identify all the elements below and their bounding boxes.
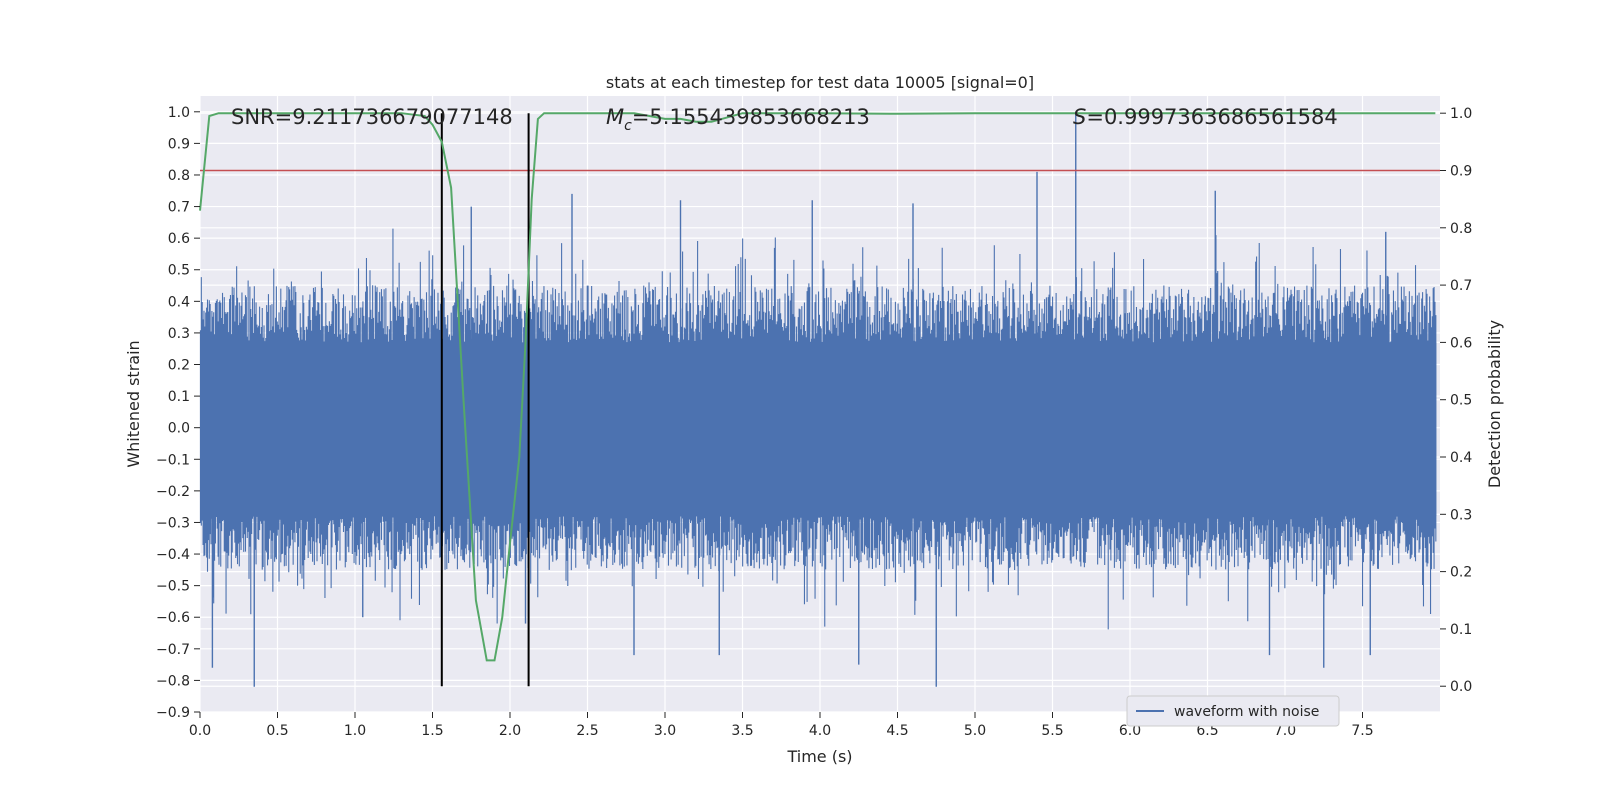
y-right-tick-label: 0.7	[1450, 278, 1472, 294]
y-right-tick-label: 0.5	[1450, 393, 1472, 409]
y-right-tick-label: 0.6	[1450, 335, 1472, 351]
y-right-tick-label: 0.1	[1450, 622, 1472, 638]
y-right-tick-label: 1.0	[1450, 106, 1472, 122]
legend-box	[1126, 695, 1340, 727]
x-tick-label: 7.0	[1274, 723, 1296, 739]
chirp-mass-annotation: Mc=5.155439853668213	[606, 105, 870, 134]
chirp-mass-subscript: c	[624, 118, 632, 134]
x-tick-label: 6.0	[1119, 723, 1141, 739]
y-right-tick-label: 0.8	[1450, 221, 1472, 237]
y-left-tick-label: 0.3	[168, 326, 190, 342]
y-right-tick-label: 0.9	[1450, 163, 1472, 179]
y-right-axis-ticks: 1.0 0.9 0.8 0.7 0.6 0.5 0.4 0.3 0.2 0.1 0.0	[1440, 106, 1472, 695]
x-tick-label: 3.0	[654, 723, 676, 739]
y-left-tick-label: 0.9	[168, 136, 190, 152]
significance-annotation: S=0.9997363686561584	[1073, 105, 1338, 129]
y-left-tick-label: 0.2	[168, 358, 190, 374]
detection-probability-line	[199, 112, 1436, 662]
x-tick-label: 4.0	[809, 723, 831, 739]
x-tick-label: 3.5	[731, 723, 753, 739]
y-left-tick-label: 1.0	[168, 105, 190, 121]
y-right-tick-label: 0.0	[1450, 679, 1472, 695]
y-left-tick-label: −0.4	[156, 547, 190, 563]
y-left-tick-label: 0.8	[168, 168, 190, 184]
x-tick-label: 2.5	[576, 723, 598, 739]
x-tick-label: 0.0	[189, 723, 211, 739]
y-left-tick-label: 0.0	[168, 421, 190, 437]
waveform-dense-band	[200, 342, 1437, 517]
y-left-tick-label: −0.5	[156, 579, 190, 595]
x-tick-label: 6.5	[1196, 723, 1218, 739]
x-tick-label: 7.5	[1351, 723, 1373, 739]
chirp-mass-value: =5.155439853668213	[632, 105, 870, 129]
y-right-tick-label: 0.3	[1450, 507, 1472, 523]
significance-symbol: S	[1073, 105, 1086, 129]
event-lines	[440, 113, 530, 687]
y-left-tick-label: −0.7	[156, 642, 190, 658]
y-right-tick-label: 0.2	[1450, 565, 1472, 581]
y-left-tick-label: 0.1	[168, 389, 190, 405]
snr-annotation: SNR=9.211736679077148	[231, 105, 513, 129]
x-tick-label: 0.5	[266, 723, 288, 739]
y-left-tick-label: −0.9	[156, 705, 190, 721]
y-left-tick-label: 0.5	[168, 263, 190, 279]
x-tick-label: 2.0	[499, 723, 521, 739]
y-left-tick-label: −0.1	[156, 452, 190, 468]
y-left-tick-label: −0.6	[156, 610, 190, 626]
chart-title: stats at each timestep for test data 100…	[606, 73, 1034, 92]
waveform-series	[199, 111, 1437, 687]
x-tick-label: 5.0	[964, 723, 986, 739]
y-right-axis-title: Detection probability	[1485, 320, 1504, 488]
y-right-tick-label: 0.4	[1450, 450, 1472, 466]
chirp-mass-symbol: M	[606, 105, 624, 129]
significance-value: =0.9997363686561584	[1086, 105, 1337, 129]
x-tick-label: 4.5	[886, 723, 908, 739]
legend-label-waveform: waveform with noise	[1174, 704, 1319, 720]
x-tick-label: 1.0	[344, 723, 366, 739]
x-axis-title: Time (s)	[786, 747, 852, 766]
y-left-tick-label: −0.3	[156, 515, 190, 531]
legend: waveform with noise	[1126, 695, 1340, 727]
x-axis-ticks: 0.0 0.5 1.0 1.5 2.0 2.5 3.0 3.5 4.0 4.5 5.0 5.5 6.0 6…	[189, 712, 1374, 739]
y-left-axis-ticks: 1.0 0.9 0.8 0.7 0.6 0.5 0.4 0.3 0.2 0.1 0.0 −0.1 −0.…	[156, 105, 200, 721]
y-left-tick-label: −0.2	[156, 484, 190, 500]
y-left-tick-label: 0.4	[168, 294, 190, 310]
y-left-tick-label: 0.7	[168, 200, 190, 216]
probability-series	[199, 112, 1436, 662]
y-left-tick-label: −0.8	[156, 673, 190, 689]
x-tick-label: 5.5	[1041, 723, 1063, 739]
x-tick-label: 1.5	[421, 723, 443, 739]
y-left-axis-title: Whitened strain	[124, 340, 143, 467]
y-left-tick-label: 0.6	[168, 231, 190, 247]
